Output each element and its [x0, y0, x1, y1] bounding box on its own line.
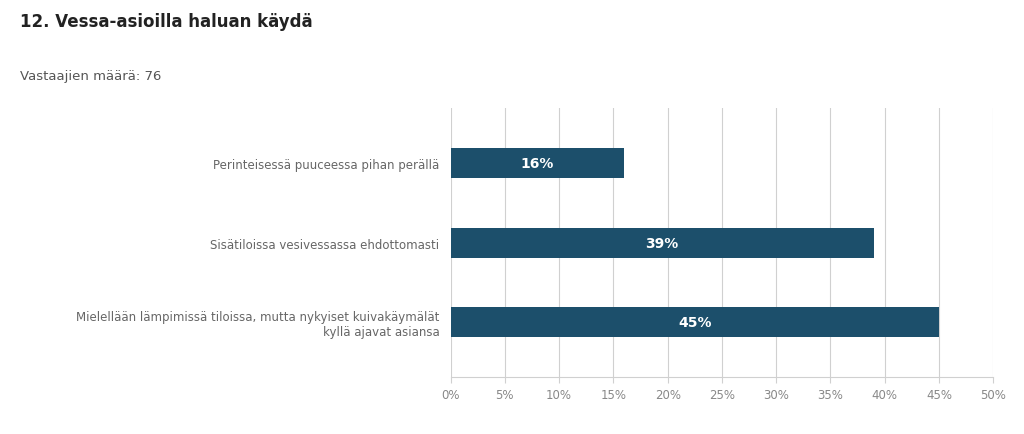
Text: 39%: 39%: [645, 236, 679, 250]
Text: Vastaajien määrä: 76: Vastaajien määrä: 76: [20, 69, 162, 82]
Text: 16%: 16%: [521, 157, 554, 171]
Bar: [451, 307, 939, 337]
Text: 12. Vessa-asioilla haluan käydä: 12. Vessa-asioilla haluan käydä: [20, 13, 313, 31]
Bar: [451, 228, 873, 258]
Text: 45%: 45%: [678, 315, 712, 329]
Bar: [451, 149, 625, 179]
